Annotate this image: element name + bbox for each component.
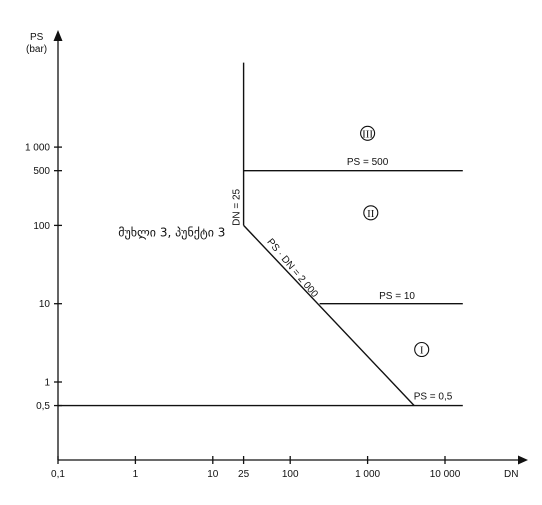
boundary-lines — [58, 62, 463, 407]
y-tick-label: 1 000 — [25, 143, 50, 154]
y-ticks: 0,5 1 10 100 500 1 000 — [25, 143, 62, 412]
x-tick-label: 10 000 — [430, 469, 461, 480]
y-tick-label: 100 — [33, 221, 50, 232]
x-ticks: 0,1 1 10 25 100 1 000 10 000 — [51, 456, 461, 480]
x-tick-label: 25 — [238, 469, 250, 480]
boundary-annotation: PS = 500 — [347, 157, 389, 168]
boundary-annotations: DN = 25 PS = 500 PS · DN = 2 000 PS = 10 PS … — [231, 157, 452, 402]
region-label: II — [367, 208, 375, 220]
region-circle — [414, 341, 430, 358]
x-tick-label: 0,1 — [51, 469, 65, 480]
x-tick-label: 1 000 — [355, 469, 380, 480]
boundary-annotation: DN = 25 — [231, 188, 242, 225]
boundary-annotation: PS = 10 — [379, 291, 415, 302]
region-label: III — [362, 128, 373, 140]
y-tick-label: 10 — [39, 299, 51, 310]
x-tick-label: 100 — [282, 469, 299, 480]
y-axis-unit: (bar) — [26, 44, 47, 55]
y-axis-arrow — [53, 30, 63, 41]
boundary-annotation: PS · DN = 2 000 — [264, 237, 320, 300]
y-axis-title: PS — [30, 32, 44, 43]
x-tick-label: 10 — [207, 469, 219, 480]
boundary-annotation: PS = 0,5 — [414, 391, 453, 402]
y-tick-label: 0,5 — [36, 401, 50, 412]
boundary-line — [243, 224, 415, 407]
x-axis-arrow — [518, 455, 528, 465]
y-tick-label: 500 — [33, 166, 50, 177]
region-label: I — [420, 345, 424, 357]
region-circle — [360, 125, 376, 141]
y-tick-label: 1 — [44, 378, 50, 389]
x-tick-label: 1 — [133, 469, 139, 480]
x-axis-title: DN — [504, 469, 518, 480]
region-circle — [363, 205, 379, 221]
article-note: მუხლი 3, პუნქტი 3 — [118, 226, 225, 240]
